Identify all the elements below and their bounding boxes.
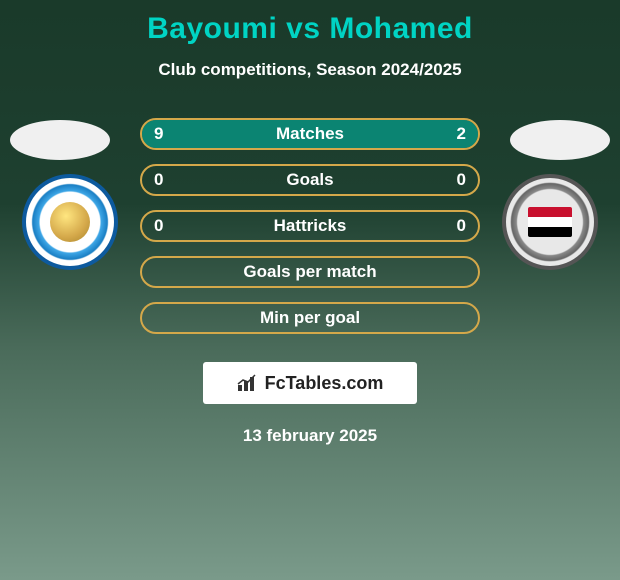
player-avatar-right — [510, 120, 610, 160]
stat-row: 9 2 Matches — [140, 118, 480, 150]
stat-label: Min per goal — [260, 308, 360, 328]
stat-value-right: 0 — [457, 216, 466, 236]
brand-text: FcTables.com — [265, 373, 384, 394]
club-crest-right — [502, 174, 598, 270]
club-crest-left — [22, 174, 118, 270]
stat-value-right: 2 — [457, 124, 466, 144]
subtitle: Club competitions, Season 2024/2025 — [0, 46, 620, 80]
stat-value-left: 0 — [154, 170, 163, 190]
brand-badge: FcTables.com — [203, 362, 417, 404]
stat-value-left: 9 — [154, 124, 163, 144]
stat-row: Goals per match — [140, 256, 480, 288]
stat-value-right: 0 — [457, 170, 466, 190]
page-title: Bayoumi vs Mohamed — [0, 0, 620, 46]
chart-icon — [237, 374, 259, 392]
stat-value-left: 0 — [154, 216, 163, 236]
stat-fill-right — [418, 120, 478, 148]
stat-label: Hattricks — [274, 216, 347, 236]
stat-row: 0 0 Hattricks — [140, 210, 480, 242]
date-text: 13 february 2025 — [0, 426, 620, 446]
stat-row: Min per goal — [140, 302, 480, 334]
stat-label: Goals per match — [243, 262, 376, 282]
player-avatar-left — [10, 120, 110, 160]
stat-row: 0 0 Goals — [140, 164, 480, 196]
stat-label: Matches — [276, 124, 344, 144]
stat-label: Goals — [286, 170, 333, 190]
